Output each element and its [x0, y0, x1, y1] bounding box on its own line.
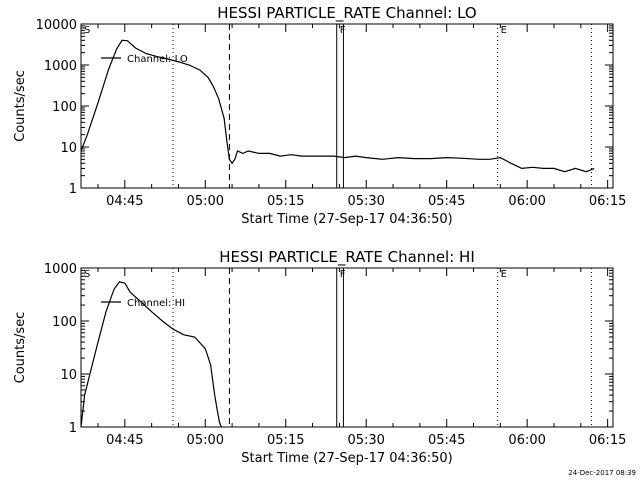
chart0-ylabel: Counts/sec: [13, 70, 28, 142]
chart0-ytick-label: 1000: [44, 59, 77, 74]
chart1-marker-label: E: [501, 269, 507, 280]
chart0-xtick-label: 05:45: [428, 194, 465, 209]
chart1-xtick-label: 04:45: [106, 433, 143, 448]
chart1-xtick-label: 06:15: [589, 433, 626, 448]
chart1-xtick-label: 05:15: [267, 433, 304, 448]
chart-panel-lo: HESSI PARTICLE_RATE Channel: LO Start Tim…: [13, 4, 626, 227]
chart1-xtick-label: 06:00: [508, 433, 545, 448]
chart-panel-hi: HESSI PARTICLE_RATE Channel: HI Start Tim…: [13, 248, 626, 466]
chart0-ytick-label: 100: [52, 100, 77, 115]
chart1-xtick-label: 05:30: [347, 433, 384, 448]
chart1-ytick-label: 1000: [44, 262, 77, 277]
chart0-xlabel: Start Time (27-Sep-17 04:36:50): [241, 212, 452, 227]
chart1-xlabel: Start Time (27-Sep-17 04:36:50): [241, 451, 452, 466]
chart0-marker-label: F: [340, 25, 346, 36]
chart0-xtick-label: 04:45: [106, 194, 143, 209]
chart0-xtick-label: 06:00: [508, 194, 545, 209]
chart1-ytick-label: 1: [69, 421, 77, 436]
chart0-xtick-label: 05:15: [267, 194, 304, 209]
chart0-title: HESSI PARTICLE_RATE Channel: LO: [217, 4, 476, 23]
chart1-ylabel: Counts/sec: [13, 312, 28, 384]
chart0-xtick-label: 05:30: [347, 194, 384, 209]
chart0-ytick-label: 10000: [36, 18, 77, 33]
chart1-frame: [80, 267, 614, 428]
chart0-xtick-label: 06:15: [589, 194, 626, 209]
chart1-marker-label: F: [340, 269, 346, 280]
chart0-marker-label: S: [84, 25, 90, 36]
chart1-ytick-label: 10: [60, 368, 77, 383]
chart1-xtick-label: 05:45: [428, 433, 465, 448]
chart1-ytick-label: 100: [52, 315, 77, 330]
chart0-ytick-label: 10: [60, 141, 77, 156]
footer-stamp: 24-Dec-2017 08:39: [568, 469, 636, 477]
chart1-xtick-label: 05:00: [187, 433, 224, 448]
chart0-ytick-label: 1: [69, 182, 77, 197]
chart0-marker-label: E: [501, 25, 507, 36]
chart0-frame: [80, 23, 614, 189]
chart0-series-line: [80, 39, 595, 173]
chart1-series-line: [80, 281, 222, 428]
chart1-legend-label: Channel: HI: [127, 298, 185, 309]
chart1-marker-label: S: [84, 269, 90, 280]
chart0-legend-label: Channel: LO: [127, 54, 188, 65]
chart0-xtick-label: 05:00: [187, 194, 224, 209]
chart1-title: HESSI PARTICLE_RATE Channel: HI: [219, 248, 475, 267]
